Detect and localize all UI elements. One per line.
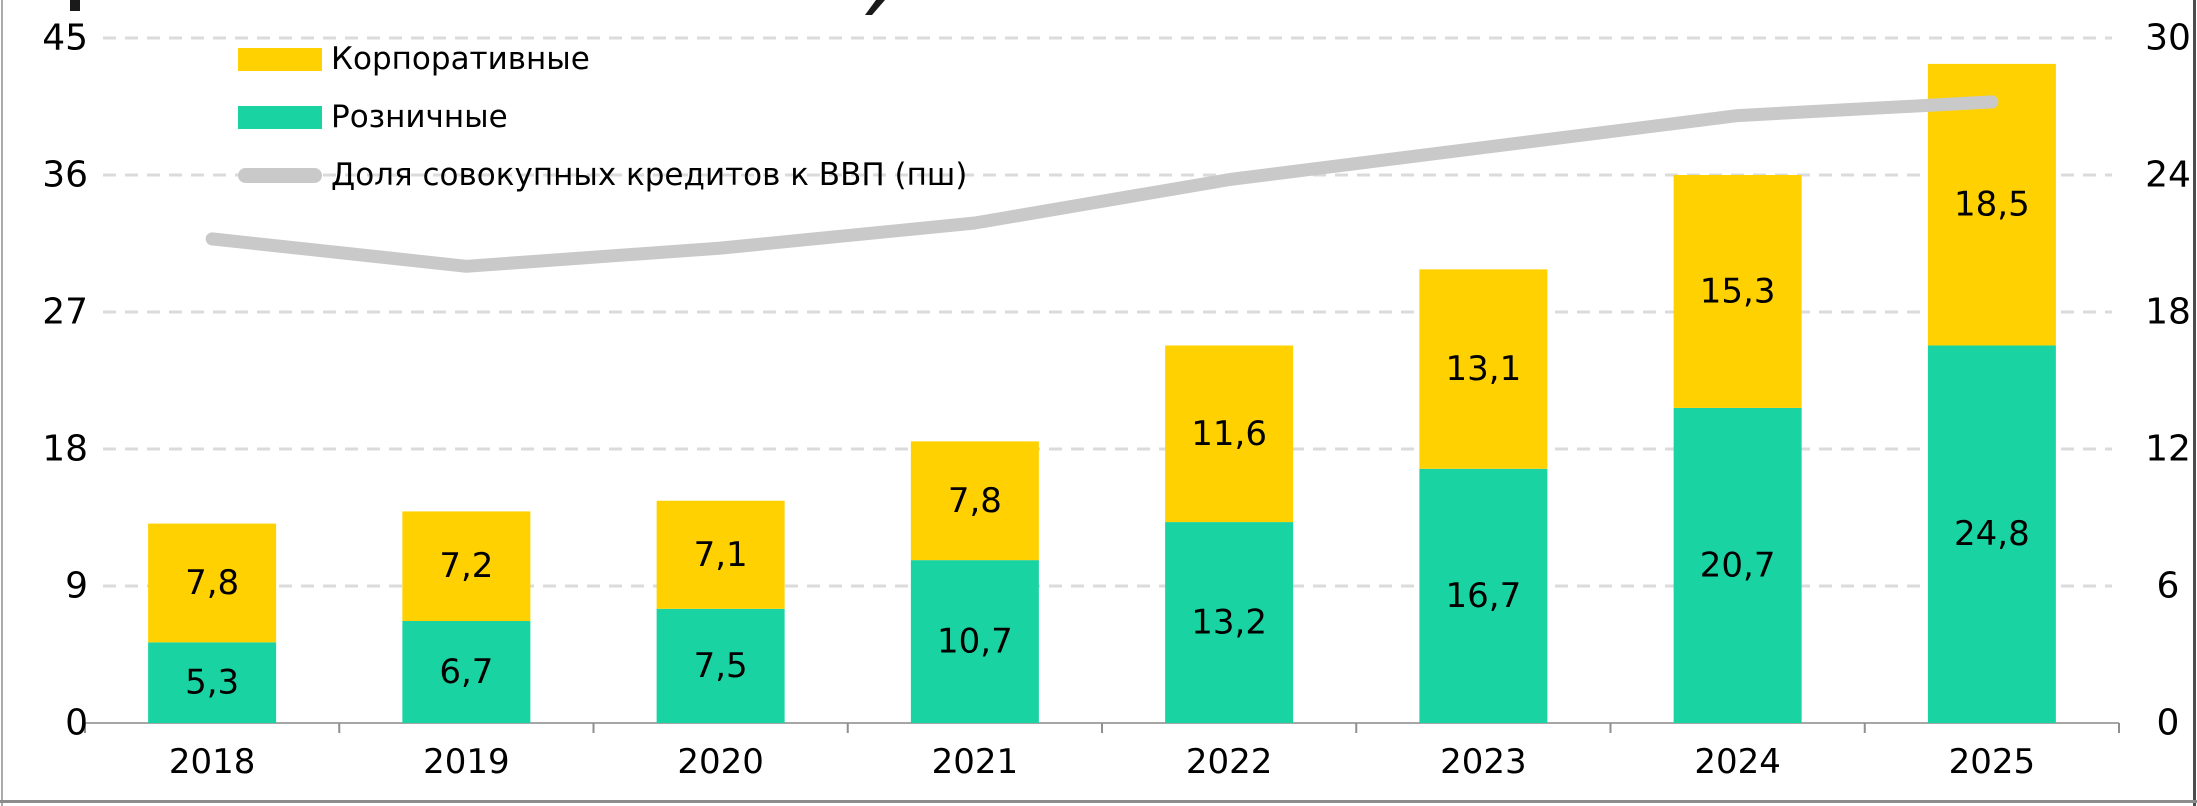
cropped-title-fragment — [865, 0, 885, 15]
bar-segment-corporate — [402, 511, 531, 622]
x-axis-year-label: 2025 — [1949, 742, 2036, 782]
legend-color-swatch — [238, 105, 322, 129]
cropped-title-fragment — [70, 0, 80, 11]
bar-segment-retail — [910, 560, 1039, 723]
bar-segment-corporate — [656, 500, 785, 609]
bar-value-label-retail: 6,7 — [439, 652, 493, 692]
x-axis-year-label: 2024 — [1694, 742, 1781, 782]
bar-value-label-corporate: 7,8 — [185, 563, 239, 603]
legend-label: Розничные — [331, 98, 508, 135]
frame-border-bottom — [0, 800, 2197, 803]
frame-border-left — [1, 0, 3, 806]
right-axis-tick-label: 24 — [2145, 155, 2191, 196]
bar-segment-corporate — [910, 441, 1039, 561]
left-axis-tick-label: 36 — [42, 155, 88, 196]
bar-value-label-retail: 13,2 — [1191, 603, 1267, 643]
right-axis-tick-label: 12 — [2145, 429, 2191, 470]
bar-segment-corporate — [148, 523, 277, 643]
right-axis-tick-label: 18 — [2145, 292, 2191, 333]
left-axis-tick-label: 9 — [65, 566, 88, 607]
x-axis-year-label: 2020 — [677, 742, 764, 782]
bar-segment-corporate — [1419, 269, 1548, 469]
bar-segment-retail — [1673, 407, 1802, 723]
bar-value-label-retail: 16,7 — [1446, 576, 1522, 616]
bar-value-label-retail: 24,8 — [1954, 514, 2030, 554]
right-axis-tick-label: 30 — [2145, 18, 2191, 59]
bar-segment-corporate — [1927, 63, 2056, 346]
bar-value-label-retail: 5,3 — [185, 663, 239, 703]
bar-value-label-corporate: 7,1 — [694, 535, 748, 575]
x-axis-year-label: 2018 — [169, 742, 256, 782]
legend-item: Розничные — [238, 101, 967, 132]
legend-label: Корпоративные — [331, 40, 590, 77]
bar-segment-retail — [656, 608, 785, 723]
bar-segment-retail — [148, 642, 277, 723]
bar-value-label-corporate: 11,6 — [1191, 414, 1267, 454]
x-axis-year-label: 2023 — [1440, 742, 1527, 782]
chart-legend: Корпоративные Розничные Доля совокупных кр… — [238, 43, 967, 221]
bar-value-label-corporate: 7,2 — [439, 546, 493, 586]
left-axis-tick-label: 27 — [42, 292, 88, 333]
legend-item: Корпоративные — [238, 43, 967, 74]
right-axis-tick-label: 6 — [2157, 566, 2180, 607]
bar-value-label-corporate: 7,8 — [948, 481, 1002, 521]
frame-border-right — [2193, 0, 2196, 806]
left-axis-tick-label: 0 — [65, 703, 88, 744]
legend-color-swatch — [238, 47, 322, 71]
legend-line-swatch — [238, 167, 322, 183]
bar-value-label-retail: 10,7 — [937, 622, 1013, 662]
x-axis-year-label: 2019 — [423, 742, 510, 782]
legend-item: Доля совокупных кредитов к ВВП (пш) — [238, 159, 967, 190]
left-axis-tick-label: 45 — [42, 18, 88, 59]
gdp-share-line — [205, 95, 1999, 273]
bar-value-label-retail: 20,7 — [1700, 545, 1776, 585]
legend-label: Доля совокупных кредитов к ВВП (пш) — [331, 156, 968, 193]
bar-value-label-corporate: 18,5 — [1954, 185, 2030, 225]
x-axis-year-label: 2022 — [1186, 742, 1273, 782]
bar-segment-corporate — [1673, 175, 1802, 408]
bar-segment-retail — [1927, 345, 2056, 723]
bar-value-label-retail: 7,5 — [694, 646, 748, 686]
bar-value-label-corporate: 13,1 — [1446, 349, 1522, 389]
bar-segment-retail — [1165, 522, 1294, 723]
bar-segment-corporate — [1165, 345, 1294, 523]
x-axis-year-label: 2021 — [932, 742, 1019, 782]
bar-value-label-corporate: 15,3 — [1700, 271, 1776, 311]
bar-segment-retail — [402, 621, 531, 723]
right-axis-tick-label: 0 — [2157, 703, 2180, 744]
bar-segment-retail — [1419, 468, 1548, 723]
left-axis-tick-label: 18 — [42, 429, 88, 470]
